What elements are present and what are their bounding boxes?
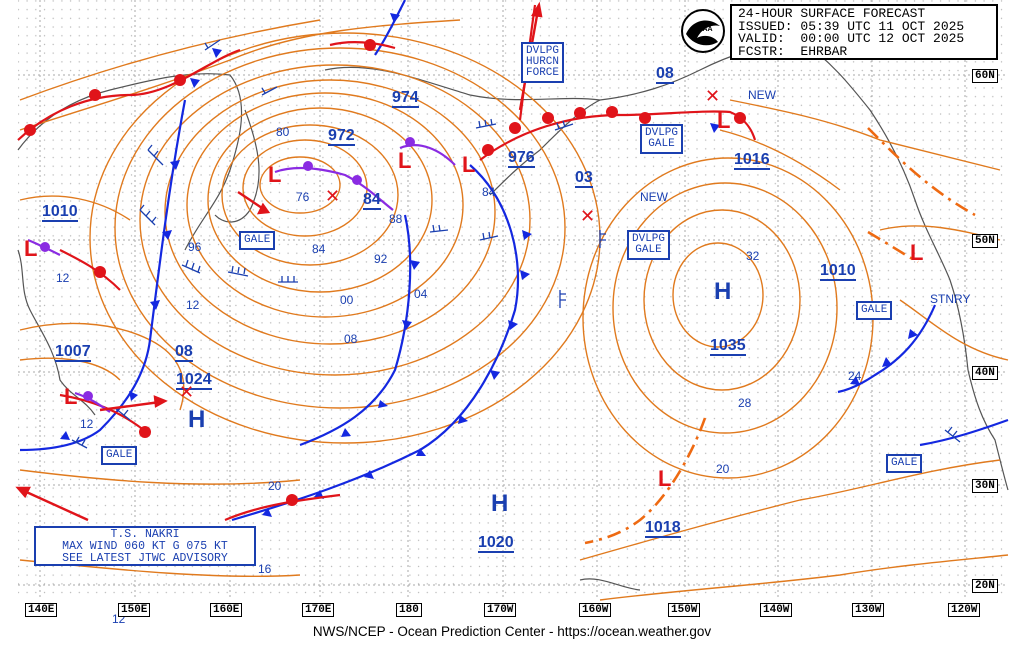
warning-dvlpg-gale-central: DVLPG GALE xyxy=(627,230,671,260)
latitude-label: 60N xyxy=(972,69,998,83)
isobar-label: 76 xyxy=(296,190,310,204)
low-center-976: 976 xyxy=(508,149,535,168)
high-marker-1035: H xyxy=(714,278,732,305)
low-center-1007: 1007 xyxy=(55,343,91,362)
longitude-label: 130W xyxy=(852,603,885,617)
warning-gale-southwest: GALE xyxy=(101,446,138,465)
isobar-label: 08 xyxy=(344,332,358,346)
low-position-mark: ✕ xyxy=(325,186,341,206)
latitude-label: 30N xyxy=(972,479,998,493)
longitude-label: 140W xyxy=(760,603,793,617)
low-center-1010: 1010 xyxy=(42,203,78,222)
high-marker-1024: H xyxy=(188,406,206,433)
isobar-label: 88 xyxy=(389,212,403,226)
isobar-label: 12 xyxy=(186,298,200,312)
longitude-label: 140E xyxy=(25,603,58,617)
low-marker-972: L xyxy=(268,162,282,187)
low-marker-1010: L xyxy=(24,236,38,261)
latitude-label: 20N xyxy=(972,579,998,593)
isobar-label: 96 xyxy=(188,240,202,254)
warning-gale-southeast: GALE xyxy=(886,454,923,473)
isobar-label: 20 xyxy=(716,462,730,476)
high-center-1010-east: 1010 xyxy=(820,262,856,281)
longitude-label: 170E xyxy=(302,603,335,617)
isobar-label: 04 xyxy=(414,287,428,301)
warning-dvlpg-hurcn-force: DVLPG HURCN FORCE xyxy=(521,42,565,83)
isobar-label: 12 xyxy=(80,417,94,431)
occluded-fronts xyxy=(27,144,456,413)
low-center-972: 972 xyxy=(328,127,355,146)
tropical-storm-advisory: T.S. NAKRI MAX WIND 060 KT G 075 KT SEE … xyxy=(34,526,256,566)
isobar-label: 32 xyxy=(746,249,760,263)
low-marker-1016: L xyxy=(717,108,731,133)
longitude-label: 170W xyxy=(484,603,517,617)
isobar-label: 20 xyxy=(268,479,282,493)
header-valid: VALID: 00:00 UTC 12 OCT 2025 xyxy=(738,31,965,46)
low-marker-1007: L xyxy=(64,384,78,409)
tag-stationary: STNRY xyxy=(930,292,971,306)
dot-grid xyxy=(18,0,1008,600)
high-marker-1020: H xyxy=(491,490,509,517)
wind-barbs xyxy=(71,39,961,449)
low-marker-1018: L xyxy=(658,466,672,491)
isobar-label: 84 xyxy=(312,242,326,256)
low-center-08-north: 08 xyxy=(656,65,674,84)
longitude-label: 150W xyxy=(668,603,701,617)
high-center-1020: 1020 xyxy=(478,534,514,553)
low-center-03: 03 xyxy=(575,169,593,188)
warm-front-bumps xyxy=(24,39,746,506)
cold-front-barbs xyxy=(60,13,918,517)
isobar-label: 84 xyxy=(482,185,496,199)
low-marker-976: L xyxy=(462,152,476,177)
noaa-logo: NOAA xyxy=(692,26,713,33)
longitude-label: 180 xyxy=(396,603,422,617)
high-center-1035: 1035 xyxy=(710,337,746,356)
header-issued: ISSUED: 05:39 UTC 11 OCT 2025 xyxy=(738,18,965,34)
cold-fronts xyxy=(19,0,1009,522)
longitude-label: 160E xyxy=(210,603,243,617)
isobar-label: 28 xyxy=(738,396,752,410)
warning-dvlpg-gale-north: DVLPG GALE xyxy=(640,124,684,154)
tag-new-north: NEW xyxy=(748,88,776,102)
warning-gale-east: GALE xyxy=(856,301,893,320)
surface-map xyxy=(15,0,1009,601)
low-center-84: 84 xyxy=(363,191,381,210)
low-center-1018: 1018 xyxy=(645,519,681,538)
tag-new-central: NEW xyxy=(640,190,668,204)
low-marker-84: L xyxy=(398,148,412,173)
high-center-1024: 1024 xyxy=(176,371,212,390)
header-title: 24-HOUR SURFACE FORECAST xyxy=(738,6,926,21)
isobar-label: 00 xyxy=(340,293,354,307)
noaa-logo-shape xyxy=(681,9,725,53)
occluded-symbols xyxy=(40,137,415,401)
longitude-label: 150E xyxy=(118,603,151,617)
isobar-label: 80 xyxy=(276,125,290,139)
longitude-label: 160W xyxy=(579,603,612,617)
header-forecaster: FCSTR: EHRBAR xyxy=(738,43,848,59)
low-center-1016: 1016 xyxy=(734,151,770,170)
low-position-mark: ✕ xyxy=(705,86,721,106)
troughs xyxy=(584,127,976,545)
low-marker-coast: L xyxy=(910,240,924,265)
high-position-mark: ✕ xyxy=(179,382,195,402)
low-center-08-west: 08 xyxy=(175,343,193,362)
longitude-label: 120W xyxy=(948,603,981,617)
forecast-header: 24-HOUR SURFACE FORECAST ISSUED: 05:39 U… xyxy=(730,4,998,60)
low-center-974: 974 xyxy=(392,89,419,108)
isobar-label: 12 xyxy=(56,271,70,285)
low-position-mark: ✕ xyxy=(580,206,596,226)
isobar-label: 24 xyxy=(848,369,862,383)
footer-credit: NWS/NCEP - Ocean Prediction Center - htt… xyxy=(312,624,712,639)
isobar-label: 16 xyxy=(258,562,272,576)
latitude-label: 50N xyxy=(972,234,998,248)
warning-gale-west: GALE xyxy=(239,231,276,250)
latitude-label: 40N xyxy=(972,366,998,380)
isobar-label: 92 xyxy=(374,252,388,266)
